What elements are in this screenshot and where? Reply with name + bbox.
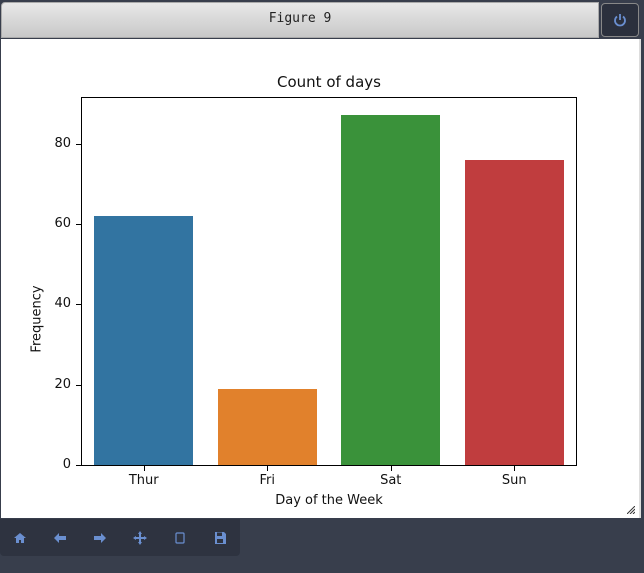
close-figure-button[interactable] (601, 3, 639, 37)
window-title: Figure 9 (268, 11, 332, 26)
bar-fri (217, 388, 317, 465)
y-tick-label: 0 (62, 457, 71, 472)
x-tick-label: Sat (380, 473, 402, 488)
title-area[interactable]: Figure 9 (1, 2, 599, 38)
resize-grip-icon[interactable] (627, 506, 635, 514)
arrow-left-icon (54, 532, 66, 543)
bar-sat (341, 115, 441, 465)
save-button[interactable] (200, 519, 240, 556)
y-tick (76, 304, 81, 306)
x-tick-label: Sun (501, 473, 527, 488)
window-titlebar: Figure 9 (0, 0, 644, 39)
plot-area (81, 97, 577, 466)
x-tick-label: Thur (128, 473, 159, 488)
chart-title: Count of days (277, 73, 381, 91)
power-icon (614, 14, 626, 27)
x-tick-label: Fri (259, 473, 276, 488)
y-tick (76, 143, 81, 145)
y-tick-label: 80 (54, 135, 71, 151)
y-tick-label: 20 (54, 376, 71, 392)
pan-button[interactable] (120, 519, 160, 556)
x-tick (143, 466, 145, 471)
y-tick (76, 465, 81, 466)
home-button[interactable] (0, 519, 40, 556)
figure-canvas[interactable]: Count of days Frequency Day of the Week … (1, 39, 641, 518)
x-tick (267, 466, 269, 471)
x-axis-label: Day of the Week (275, 493, 383, 508)
zoom-rect-icon (175, 531, 185, 544)
navigation-toolbar (0, 519, 240, 556)
home-icon (14, 532, 26, 543)
y-tick-label: 40 (54, 296, 71, 312)
arrow-right-icon (94, 532, 106, 543)
y-tick-label: 60 (54, 215, 71, 231)
back-button[interactable] (40, 519, 80, 556)
bar-sun (464, 159, 564, 465)
bar-thur (94, 215, 194, 465)
move-icon (133, 530, 147, 545)
x-tick (514, 466, 516, 471)
x-tick (390, 466, 392, 471)
forward-button[interactable] (80, 519, 120, 556)
y-tick (76, 384, 81, 386)
y-tick (76, 223, 81, 225)
save-icon (215, 531, 226, 544)
zoom-button[interactable] (160, 519, 200, 556)
